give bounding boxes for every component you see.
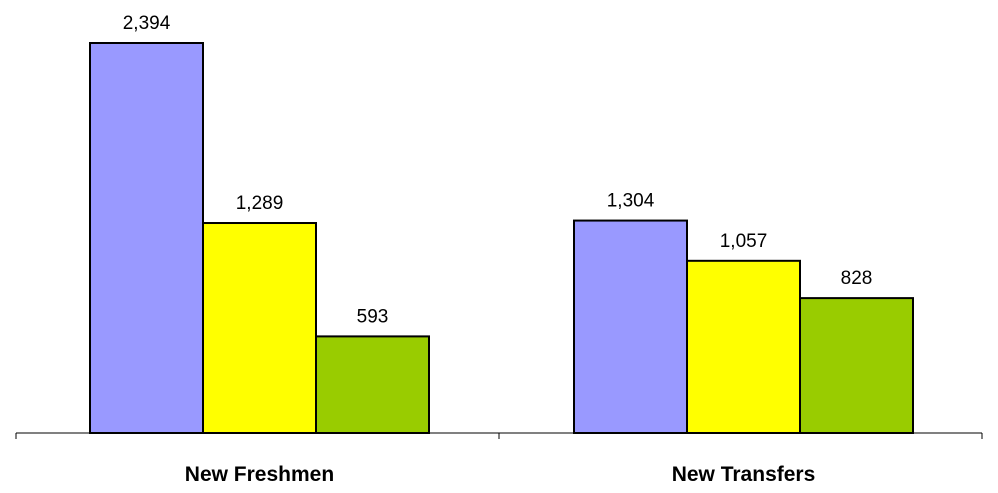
bar <box>315 335 430 435</box>
bar <box>573 219 688 434</box>
x-axis <box>15 432 983 439</box>
bar-value-label: 593 <box>357 306 389 327</box>
bar <box>686 259 801 434</box>
x-tick-label: New Transfers <box>672 463 816 486</box>
bar-value-label: 1,304 <box>607 191 655 212</box>
category-labels-layer: New Freshmen New Transfers <box>185 463 815 486</box>
x-tick-label: New Freshmen <box>185 463 334 486</box>
bar-value-label: 1,057 <box>720 231 768 252</box>
bar-value-label: 2,394 <box>123 13 171 34</box>
bar-value-label: 828 <box>841 268 873 289</box>
value-labels-layer: 2,394 1,289 593 1,304 1,057 828 <box>123 13 873 327</box>
bars-layer <box>89 42 914 435</box>
bar <box>89 42 204 434</box>
bar <box>202 222 317 434</box>
bar-value-label: 1,289 <box>236 193 284 214</box>
bar <box>799 297 914 435</box>
